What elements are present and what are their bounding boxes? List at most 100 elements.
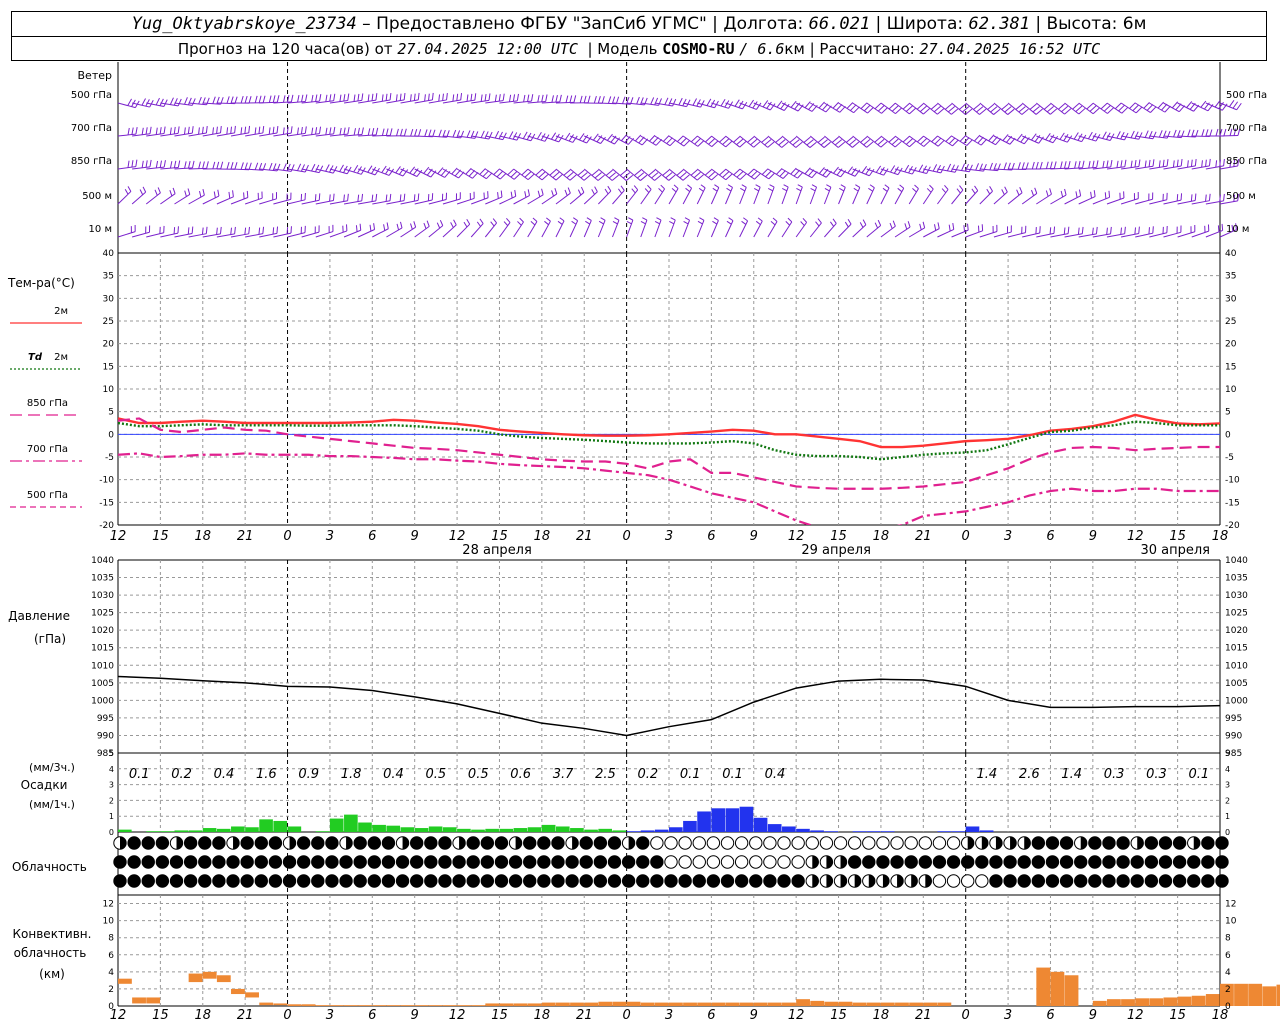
conv-ytick-right: 10 <box>1225 917 1237 927</box>
cloud-symbol <box>339 855 353 869</box>
wind-barb-flag <box>374 168 380 176</box>
wind-barb-flag <box>893 166 899 174</box>
model-name: COSMO-RU <box>662 40 735 58</box>
wind-barb-flag <box>399 221 403 229</box>
press-ytick-left: 1000 <box>91 696 114 706</box>
wind-barb-flag <box>191 160 195 169</box>
wind-barb-flag <box>519 217 524 223</box>
wind-barb <box>527 168 543 181</box>
temp-ytick-right: 35 <box>1225 272 1236 282</box>
wind-barb-flag <box>815 221 820 227</box>
wind-barb-flag <box>980 138 988 146</box>
cloud-symbol <box>325 836 339 850</box>
wind-barb-flag <box>1194 158 1197 166</box>
wind-level-right: 850 гПа <box>1226 156 1267 167</box>
wind-barb <box>1191 165 1210 170</box>
wind-barb-flag <box>355 225 358 232</box>
conv-ytick-left: 2 <box>108 985 114 995</box>
cloud-symbol <box>438 836 452 850</box>
wind-barb-flag <box>254 162 259 170</box>
wind-barb <box>626 168 641 181</box>
wind-barb-flag <box>795 141 803 148</box>
conv-bar <box>202 971 217 979</box>
wind-barb <box>1007 102 1023 115</box>
wind-barb-flag <box>654 174 662 181</box>
time-tick: 18 <box>534 529 551 544</box>
wind-barb <box>795 102 813 112</box>
conv-bar <box>838 1001 853 1006</box>
cloud-symbol <box>1201 836 1215 850</box>
cloud-symbol <box>1215 874 1229 888</box>
wind-barb-flag <box>1134 160 1137 168</box>
wind-barb-flag <box>1148 159 1151 167</box>
wind-barb-flag <box>611 174 619 181</box>
cloud-symbol <box>409 836 424 850</box>
wind-barb-flag <box>677 135 684 142</box>
wind-barb-flag <box>1077 133 1083 141</box>
wind-barb <box>301 231 320 238</box>
wind-barb-flag <box>246 190 249 198</box>
wind-barb-flag <box>383 224 386 231</box>
wind-barb-flag <box>797 171 804 179</box>
wind-barb-flag <box>706 98 712 106</box>
time-tick-bottom: 18 <box>534 1008 551 1023</box>
wind-barb-flag <box>608 172 616 179</box>
wind-barb-flag <box>423 166 430 174</box>
wind-barb <box>937 189 949 205</box>
wind-barb <box>343 200 362 205</box>
cloud-symbol-half <box>840 874 847 888</box>
wind-barb-flag <box>300 164 306 172</box>
wind-barb-flag <box>304 164 309 173</box>
wind-barb <box>513 100 532 104</box>
cloud-symbol <box>1158 836 1173 850</box>
wind-barb-flag <box>187 97 192 106</box>
wind-barb <box>1064 195 1081 205</box>
wind-barb-flag <box>1201 129 1205 137</box>
wind-barb-flag <box>127 186 132 192</box>
wind-barb-flag <box>1138 226 1140 234</box>
wind-barb-flag <box>697 220 703 225</box>
wind-barb <box>584 135 601 144</box>
wind-barb-flag <box>1130 130 1135 139</box>
wind-barb-flag <box>1148 227 1150 235</box>
wind-barb-flag <box>1106 227 1108 235</box>
wind-barb <box>499 195 516 205</box>
cloud-symbol <box>692 874 706 888</box>
wind-barb-flag <box>767 187 773 192</box>
wind-barb <box>188 167 207 170</box>
wind-barb-flag <box>202 189 205 196</box>
wind-barb <box>1135 232 1153 238</box>
wind-barb-flag <box>902 103 910 110</box>
wind-barb-flag <box>198 96 202 105</box>
wind-barb-flag <box>353 165 359 173</box>
wind-barb-flag <box>431 92 434 100</box>
wind-barb-flag <box>663 135 670 142</box>
precip-unit3: (мм/3ч.) <box>29 761 75 774</box>
wind-barb <box>1205 229 1223 238</box>
wind-barb-flag <box>573 217 578 222</box>
wind-barb-flag <box>1205 159 1207 167</box>
wind-barb <box>1036 232 1055 238</box>
time-tick-bottom: 9 <box>1089 1008 1097 1023</box>
wind-barb-flag <box>417 92 420 100</box>
wind-barb <box>428 135 447 138</box>
time-tick-bottom: 6 <box>707 1008 715 1023</box>
wind-barb-flag <box>779 170 786 177</box>
wind-barb-flag <box>793 169 801 177</box>
wind-barb-flag <box>187 188 191 195</box>
wind-barb-flag <box>1166 131 1171 139</box>
rain-bar <box>965 826 980 832</box>
cloud-symbol <box>706 836 721 850</box>
wind-barb-flag <box>436 222 441 229</box>
wind-barb-flag <box>577 169 585 176</box>
wind-barb <box>880 135 896 148</box>
wind-barb-flag <box>268 127 271 135</box>
wind-barb <box>414 99 433 104</box>
temp-series-3 <box>118 452 1220 525</box>
wind-barb <box>555 135 573 143</box>
wind-barb <box>810 168 827 178</box>
wind-barb-flag <box>417 193 420 201</box>
conv-bar <box>471 1005 486 1006</box>
cloud-symbol <box>452 855 466 869</box>
press-ytick-right: 1010 <box>1225 661 1248 671</box>
